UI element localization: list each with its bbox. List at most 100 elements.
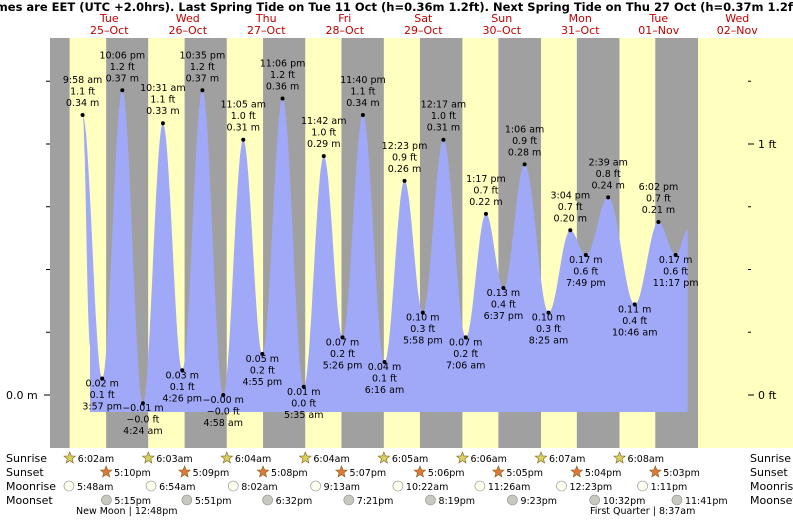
day-label-date: 01–Nov xyxy=(638,24,679,37)
tide-extremes: 9:58 am1.1 ft0.34 m0.02 m0.1 ft3:57 pm10… xyxy=(63,50,699,437)
tide-high-label: 11:40 pm xyxy=(340,75,386,86)
tide-low-label: 0.4 ft xyxy=(622,316,647,327)
tide-low-label: 0.1 ft xyxy=(170,382,195,393)
row-label-right: Moonrise xyxy=(750,480,793,493)
tide-low-label: 0.3 ft xyxy=(410,324,435,335)
tide-high-label: 0.34 m xyxy=(66,98,99,109)
tide-high-label: 1.2 ft xyxy=(110,62,135,73)
day-band xyxy=(698,38,793,448)
tide-high-label: 0.36 m xyxy=(266,82,299,93)
sunrise-icon xyxy=(298,451,312,464)
moonset-time: 11:41pm xyxy=(685,496,728,507)
tide-low-point xyxy=(632,302,637,307)
sunrise-icon xyxy=(377,451,391,464)
sunset-icon xyxy=(99,465,113,478)
row-label-left: Moonset xyxy=(6,494,53,507)
tide-low-point xyxy=(583,253,588,257)
day-label-dow: Fri xyxy=(338,12,351,25)
sunrise-time: 6:06am xyxy=(470,454,506,465)
day-label-dow: Wed xyxy=(725,12,749,25)
sunset-icon xyxy=(570,465,584,478)
tide-high-label: 12:17 am xyxy=(421,100,466,111)
tide-low-label: 0.17 m xyxy=(659,255,692,266)
tide-low-label: 0.2 ft xyxy=(250,365,275,376)
tide-high-point xyxy=(120,88,125,93)
tide-low-point xyxy=(546,310,551,315)
tide-high-label: 1:06 am xyxy=(505,124,544,135)
tide-low-label: 0.01 m xyxy=(287,387,320,398)
row-label-left: Sunrise xyxy=(6,452,47,465)
moonset-icon xyxy=(181,494,193,506)
tide-low-point xyxy=(340,335,345,340)
tide-low-label: 10:46 am xyxy=(612,327,657,338)
tide-low-label: 4:58 am xyxy=(204,418,243,429)
tide-high-point xyxy=(568,228,573,233)
tide-high-point xyxy=(160,121,165,126)
moonrise-time: 11:26am xyxy=(488,482,530,493)
moonrise-icon xyxy=(637,480,648,492)
moonset-time: 6:32pm xyxy=(276,496,313,507)
sunrise-time: 6:02am xyxy=(78,454,114,465)
tide-low-label: 0.2 ft xyxy=(453,349,478,360)
tide-low-label: −0.0 ft xyxy=(207,407,240,418)
sunset-icon xyxy=(648,465,662,478)
day-label-dow: Mon xyxy=(569,12,592,25)
tide-high-label: 0.37 m xyxy=(106,73,139,84)
tide-low-point xyxy=(463,335,468,340)
sunset-time: 5:03pm xyxy=(663,468,700,479)
tide-high-label: 6:02 pm xyxy=(639,182,679,193)
day-label-dow: Wed xyxy=(176,12,200,25)
tide-high-label: 1:17 pm xyxy=(466,174,506,185)
sunrise-icon xyxy=(220,451,234,464)
right-axis-label: 0 ft xyxy=(758,389,777,402)
tide-low-label: 0.0 ft xyxy=(291,398,316,409)
day-label-date: 02–Nov xyxy=(717,24,758,37)
tide-low-label: 0.1 ft xyxy=(372,374,397,385)
tide-high-label: 1.2 ft xyxy=(190,62,215,73)
tide-curve-area xyxy=(82,90,688,413)
tide-high-label: 0.7 ft xyxy=(646,194,671,205)
tide-low-label: 0.10 m xyxy=(406,313,439,324)
tide-high-point xyxy=(241,137,246,142)
sunset-icon xyxy=(413,465,427,478)
tide-high-label: 0.31 m xyxy=(427,123,460,134)
moonset-time: 8:19pm xyxy=(438,496,475,507)
tide-low-label: 7:06 am xyxy=(446,360,485,371)
day-label-dow: Tue xyxy=(99,12,119,25)
tide-high-label: 0.34 m xyxy=(346,98,379,109)
tide-low-point xyxy=(501,285,506,290)
tide-high-label: 0.9 ft xyxy=(392,152,417,163)
sunrise-time: 6:04am xyxy=(235,454,271,465)
moonset-icon xyxy=(425,494,436,506)
moonrise-icon xyxy=(63,480,75,492)
tide-low-label: 11:17 pm xyxy=(653,278,699,289)
sunrise-time: 6:08am xyxy=(628,454,664,465)
sunrise-icon xyxy=(455,451,469,464)
tide-low-label: 0.02 m xyxy=(85,379,118,390)
tide-high-label: 11:05 am xyxy=(221,100,266,111)
row-label-right: Sunrise xyxy=(750,452,791,465)
moonset-icon xyxy=(343,494,355,506)
moonset-icon xyxy=(507,494,518,506)
sunrise-time: 6:04am xyxy=(313,454,349,465)
day-label-dow: Sat xyxy=(414,12,433,25)
tide-low-label: 0.04 m xyxy=(368,362,401,373)
moonset-time: 10:32pm xyxy=(603,496,646,507)
tide-low-label: 0.05 m xyxy=(246,354,279,365)
tide-high-point xyxy=(656,220,661,225)
row-label-right: Moonset xyxy=(750,494,793,507)
tide-low-label: 7:49 pm xyxy=(566,278,606,289)
tide-low-point xyxy=(140,401,145,406)
day-label-dow: Tue xyxy=(648,12,668,25)
moonset-icon xyxy=(262,494,273,506)
row-label-left: Sunset xyxy=(6,466,44,479)
tide-low-label: 0.11 m xyxy=(618,304,651,315)
sunset-time: 5:09pm xyxy=(193,468,230,479)
moon-phase-first-quarter: First Quarter | 8:37am xyxy=(590,506,695,517)
tide-low-label: 0.10 m xyxy=(532,313,565,324)
tide-high-point xyxy=(360,113,365,117)
sunrise-time: 6:05am xyxy=(392,454,428,465)
tide-low-label: 0.2 ft xyxy=(330,349,355,360)
tide-low-label: 0.07 m xyxy=(449,337,482,348)
tide-high-label: 1.0 ft xyxy=(311,128,336,139)
